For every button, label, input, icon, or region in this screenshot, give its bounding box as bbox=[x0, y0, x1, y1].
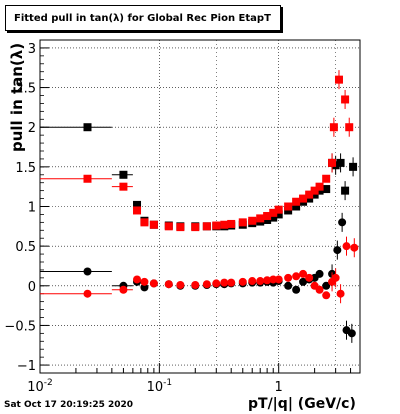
data-point-circle bbox=[202, 280, 211, 289]
data-point-circle bbox=[305, 273, 314, 282]
data-point-circle bbox=[149, 279, 158, 288]
data-point-circle bbox=[284, 273, 293, 282]
data-point-square bbox=[336, 158, 345, 167]
data-point-circle bbox=[315, 269, 324, 278]
data-point-square bbox=[119, 182, 128, 191]
data-point-circle bbox=[83, 267, 92, 276]
data-point-circle bbox=[227, 278, 236, 287]
data-point-square bbox=[274, 210, 283, 219]
data-point-circle bbox=[299, 277, 308, 286]
data-point-circle bbox=[119, 285, 128, 294]
x-tick-label: 10-2 bbox=[27, 378, 53, 395]
y-tick-label: 2.5 bbox=[15, 82, 36, 97]
y-tick-label: 0.5 bbox=[15, 240, 36, 255]
data-point-square bbox=[263, 212, 272, 221]
data-point-square bbox=[299, 194, 308, 203]
data-point-circle bbox=[315, 285, 324, 294]
data-point-square bbox=[140, 218, 149, 227]
data-point-square bbox=[248, 216, 257, 225]
data-marks bbox=[40, 70, 359, 343]
data-point-circle bbox=[83, 289, 92, 298]
data-point-square bbox=[133, 206, 142, 215]
data-point-square bbox=[310, 186, 319, 195]
data-point-square bbox=[119, 170, 128, 179]
x-tick-label: 1 bbox=[275, 380, 283, 395]
y-tick-label: 0 bbox=[28, 280, 36, 295]
data-point-square bbox=[256, 214, 265, 223]
data-point-circle bbox=[284, 281, 293, 290]
data-point-circle bbox=[274, 275, 283, 284]
y-tick-label: 1 bbox=[28, 201, 36, 216]
data-point-square bbox=[220, 220, 229, 229]
data-point-circle bbox=[140, 283, 149, 292]
data-point-square bbox=[322, 174, 331, 183]
data-point-circle bbox=[336, 289, 345, 298]
data-point-circle bbox=[350, 243, 359, 252]
data-point-square bbox=[274, 205, 283, 214]
data-point-circle bbox=[292, 285, 301, 294]
y-tick-label: 3 bbox=[28, 42, 36, 57]
data-point-square bbox=[133, 200, 142, 209]
data-point-square bbox=[345, 123, 354, 132]
data-point-circle bbox=[347, 329, 356, 338]
timestamp: Sat Oct 17 20:19:25 2020 bbox=[4, 400, 134, 410]
data-point-circle bbox=[292, 272, 301, 281]
data-point-circle bbox=[176, 280, 185, 289]
y-tick-label: −1 bbox=[17, 359, 36, 374]
data-point-circle bbox=[164, 280, 173, 289]
x-tick-label: 10-1 bbox=[147, 378, 173, 395]
data-point-square bbox=[238, 218, 247, 227]
data-point-square bbox=[269, 213, 278, 222]
data-point-square bbox=[202, 222, 211, 231]
data-point-circle bbox=[333, 246, 342, 255]
data-point-square bbox=[83, 123, 92, 132]
grid bbox=[39, 40, 360, 373]
data-point-square bbox=[349, 162, 358, 171]
y-tick-label: 1.5 bbox=[15, 161, 36, 176]
data-point-circle bbox=[212, 279, 221, 288]
data-point-circle bbox=[133, 275, 142, 284]
data-point-circle bbox=[140, 277, 149, 286]
data-point-square bbox=[176, 223, 185, 232]
chart-title: Fitted pull in tan(λ) for Global Rec Pio… bbox=[5, 5, 281, 31]
data-point-circle bbox=[331, 273, 340, 282]
data-point-square bbox=[322, 185, 331, 194]
data-point-square bbox=[284, 202, 293, 211]
data-point-square bbox=[269, 208, 278, 217]
data-point-square bbox=[341, 95, 350, 104]
y-axis-label: pull in tan(λ) bbox=[8, 42, 26, 152]
data-point-square bbox=[164, 222, 173, 231]
data-point-circle bbox=[238, 277, 247, 286]
data-point-square bbox=[212, 221, 221, 230]
data-point-circle bbox=[191, 280, 200, 289]
data-point-square bbox=[191, 223, 200, 232]
data-point-circle bbox=[338, 218, 347, 227]
y-tick-label: −0.5 bbox=[4, 319, 36, 334]
data-point-square bbox=[83, 174, 92, 183]
data-point-circle bbox=[299, 269, 308, 278]
data-point-square bbox=[341, 186, 350, 195]
data-point-square bbox=[292, 202, 301, 211]
data-point-circle bbox=[220, 278, 229, 287]
data-point-circle bbox=[342, 242, 351, 251]
data-point-square bbox=[292, 197, 301, 206]
data-point-square bbox=[315, 182, 324, 191]
data-point-square bbox=[328, 158, 337, 167]
data-point-circle bbox=[263, 276, 272, 285]
data-point-circle bbox=[322, 291, 331, 300]
x-axis-label: pT/|q| (GeV/c) bbox=[248, 396, 356, 412]
data-point-circle bbox=[322, 281, 331, 290]
data-point-square bbox=[227, 219, 236, 228]
data-point-circle bbox=[256, 277, 265, 286]
data-point-square bbox=[149, 220, 158, 229]
data-point-circle bbox=[248, 277, 257, 286]
y-tick-label: 2 bbox=[28, 121, 36, 136]
data-point-square bbox=[305, 190, 314, 199]
data-point-square bbox=[329, 123, 338, 132]
data-point-square bbox=[334, 75, 343, 84]
